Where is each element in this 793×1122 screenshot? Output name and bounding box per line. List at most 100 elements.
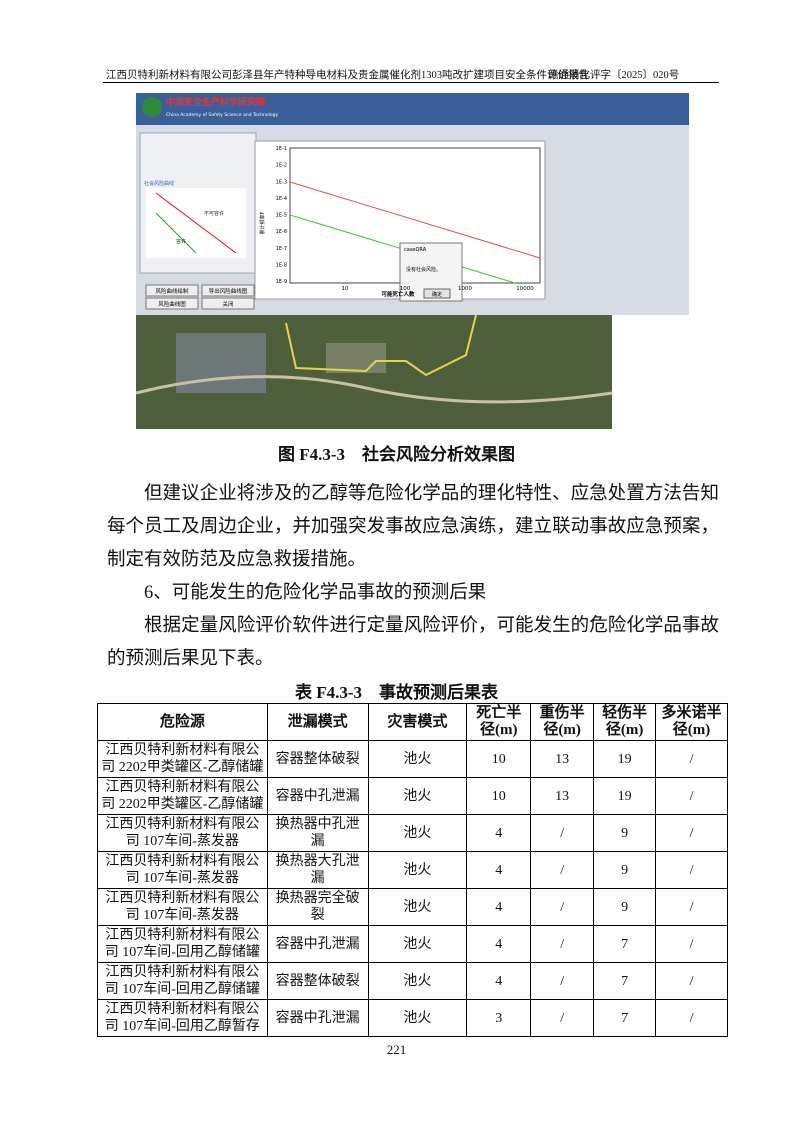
button-label: 风险曲线图 (158, 300, 186, 308)
table-row: 江西贝特利新材料有限公司 107车间-蒸发器 换热器完全破裂 池火 4/9/ (97, 888, 728, 926)
column-header: 多米诺半径(m) (655, 703, 728, 741)
org-name-en: China Academy of Safety Science and Tech… (166, 112, 279, 118)
table-cell: / (530, 925, 595, 963)
button[interactable] (201, 297, 255, 310)
column-header: 重伤半径(m) (530, 703, 595, 741)
y-label: 1E-7 (276, 246, 287, 252)
table-cell: 池火 (367, 999, 468, 1037)
y-label: 1E-3 (276, 179, 287, 185)
table-cell: 容器中孔泄漏 (266, 777, 369, 815)
table-cell: 江西贝特利新材料有限公司 2202甲类罐区-乙醇储罐 (97, 740, 268, 778)
x-label: 1000 (458, 286, 472, 292)
button[interactable] (201, 284, 255, 297)
dialog-title: caseQRA (404, 247, 427, 253)
column-header: 轻伤半径(m) (593, 703, 657, 741)
table-cell: / (655, 851, 728, 889)
table-cell: 江西贝特利新材料有限公司 107车间-蒸发器 (97, 814, 268, 852)
button-label: 关闭 (222, 300, 233, 308)
dialog-message: 没有社会风险。 (406, 266, 441, 273)
mini-label: 容许 (176, 238, 186, 245)
table-cell: 7 (593, 925, 657, 963)
header-right: 赣通消化评字〔2025〕020号 (548, 70, 680, 81)
table-cell: 江西贝特利新材料有限公司 107车间-回用乙醇暂存 (97, 999, 268, 1037)
button-label: 风险曲线绘制 (155, 287, 189, 295)
button-label: 导出风险曲线图 (209, 287, 248, 295)
y-axis-title: 累计频率F (259, 211, 266, 234)
table-cell: 10 (466, 740, 532, 778)
table-cell: 9 (593, 851, 657, 889)
x-label: 10000 (516, 286, 534, 292)
table-cell: 4 (466, 925, 532, 963)
table-cell: 4 (466, 851, 532, 889)
table-cell: 池火 (367, 962, 468, 1000)
table-row: 江西贝特利新材料有限公司 107车间-蒸发器 换热器中孔泄漏 池火 4/9/ (97, 814, 728, 852)
button[interactable] (145, 297, 199, 310)
title-banner (136, 93, 689, 125)
table-cell: 换热器中孔泄漏 (266, 814, 369, 852)
boundary-line (285, 314, 477, 377)
table-cell: 容器整体破裂 (266, 962, 369, 1000)
x-label: 100 (400, 286, 411, 292)
table-cell: 江西贝特利新材料有限公司 107车间-回用乙醇储罐 (97, 962, 268, 1000)
buildings (326, 343, 386, 373)
x-axis-title: 可能死亡人数 (381, 290, 415, 298)
column-header: 灾害模式 (367, 703, 468, 741)
table-cell: 19 (593, 777, 657, 815)
table-cell: 换热器完全破裂 (266, 888, 369, 926)
column-header: 危险源 (97, 703, 268, 741)
table-cell: 池火 (367, 888, 468, 926)
column-header: 死亡半径(m) (466, 703, 532, 741)
table-cell: / (655, 777, 728, 815)
table-cell: 池火 (367, 925, 468, 963)
table-row: 江西贝特利新材料有限公司 2202甲类罐区-乙醇储罐 容器整体破裂 池火 10 13 19… (97, 740, 728, 778)
header-rule (103, 82, 719, 83)
table-row: 江西贝特利新材料有限公司 2202甲类罐区-乙醇储罐 容器中孔泄漏 池火 10 13 19… (97, 777, 728, 815)
table-row: 江西贝特利新材料有限公司 107车间-蒸发器 换热器大孔泄漏 池火 4/9/ (97, 851, 728, 889)
y-label: 1E-8 (276, 262, 287, 268)
logo (142, 97, 162, 117)
y-label: 1E-1 (276, 146, 287, 152)
y-label: 1E-4 (276, 196, 287, 202)
table-cell: 7 (593, 999, 657, 1037)
table-cell: 容器中孔泄漏 (266, 925, 369, 963)
button[interactable] (145, 284, 199, 297)
table-cell: 4 (466, 888, 532, 926)
table-cell: / (530, 814, 595, 852)
table-cell: 江西贝特利新材料有限公司 2202甲类罐区-乙醇储罐 (97, 777, 268, 815)
table-cell: 江西贝特利新材料有限公司 107车间-蒸发器 (97, 888, 268, 926)
org-name: 中国安全生产科学研究院 (166, 96, 265, 108)
header-left: 江西贝特利新材料有限公司彭泽县年产特种导电材料及贵金属催化剂1303吨改扩建项目… (106, 70, 589, 81)
red-line (289, 181, 541, 259)
y-label: 1E-6 (276, 229, 287, 235)
table-cell: 10 (466, 777, 532, 815)
dialog-button (423, 288, 451, 299)
table-cell: 9 (593, 888, 657, 926)
figure-caption: 图 F4.3-3 社会风险分析效果图 (277, 445, 516, 464)
section-heading: 6、可能发生的危险化学品事故的预测后果 (144, 583, 487, 603)
table-cell: / (530, 999, 595, 1037)
table-row: 江西贝特利新材料有限公司 107车间-回用乙醇储罐 容器整体破裂 池火 4/7/ (97, 962, 728, 1000)
table-cell: 13 (530, 740, 595, 778)
mini-label: 不可容许 (204, 210, 224, 217)
table-cell: 19 (593, 740, 657, 778)
table-cell: / (530, 962, 595, 1000)
table-cell: / (530, 888, 595, 926)
column-header: 泄漏模式 (266, 703, 369, 741)
table-cell: 池火 (367, 814, 468, 852)
mini-line (155, 192, 237, 254)
software-screenshot: 中国安全生产科学研究院 China Academy of Safety Scien… (136, 93, 689, 429)
table-row: 江西贝特利新材料有限公司 107车间-回用乙醇储罐 容器中孔泄漏 池火 4/7/ (97, 925, 728, 963)
page-number: 221 (386, 1042, 407, 1057)
table-cell: 池火 (367, 851, 468, 889)
buildings (176, 333, 266, 393)
table-cell: 江西贝特利新材料有限公司 107车间-回用乙醇储罐 (97, 925, 268, 963)
paragraph: 但建议企业将涉及的乙醇等危险化学品的理化特性、应急处置方法告知每个员工及周边企业… (107, 484, 719, 570)
table-cell: / (655, 999, 728, 1037)
table-cell: / (655, 740, 728, 778)
table-cell: / (655, 925, 728, 963)
table-cell: 池火 (367, 740, 468, 778)
y-label: 1E-9 (276, 279, 287, 285)
table-cell: 容器中孔泄漏 (266, 999, 369, 1037)
table-cell: / (530, 851, 595, 889)
